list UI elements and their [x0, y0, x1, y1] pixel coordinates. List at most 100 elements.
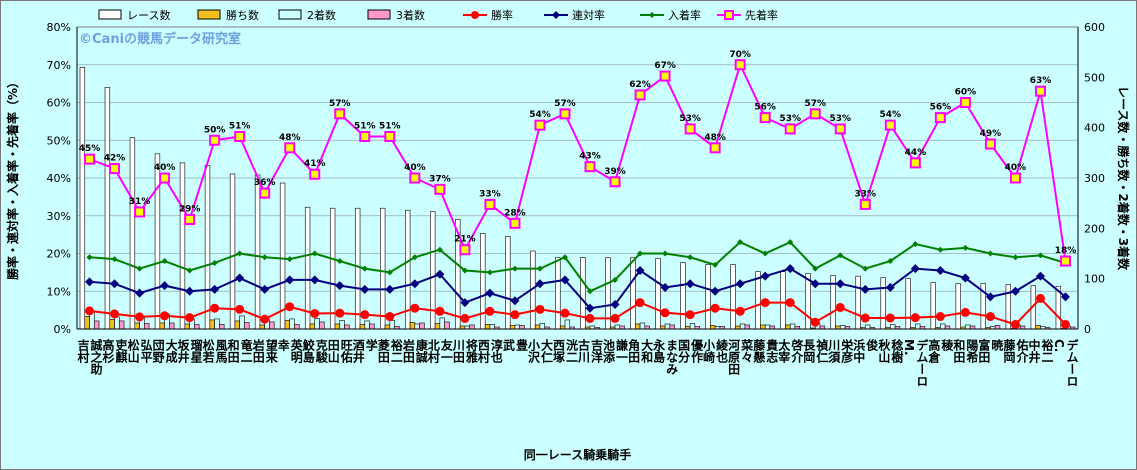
category-label: 菱田 裕二 [376, 338, 403, 364]
bar-3 [389, 320, 395, 330]
category-label-part: 綾也 [715, 338, 729, 364]
point-rentai [1035, 271, 1045, 281]
point-senchaku [134, 206, 146, 218]
bar-1 [229, 173, 236, 330]
point-win [260, 314, 270, 324]
point-rentai [710, 286, 720, 296]
bar-2 [384, 324, 391, 330]
legend-label: 勝率 [491, 8, 513, 22]
watermark-text: ©Caniの競馬データ研究室 [79, 31, 241, 47]
bar-3 [364, 320, 370, 330]
point-senchaku [634, 89, 646, 101]
bar-4 [344, 324, 350, 330]
point-nyuchaku [887, 258, 894, 265]
point-win [485, 306, 495, 316]
data-label: 29% [179, 205, 201, 215]
bar-1 [880, 277, 886, 330]
bar-3 [789, 323, 796, 330]
data-label: 37% [429, 174, 451, 184]
point-senchaku [659, 70, 671, 82]
line-series-4 [89, 61, 1067, 262]
bar-2 [184, 323, 190, 330]
point-win [685, 310, 695, 320]
point-rentai [85, 277, 95, 287]
point-nyuchaku [461, 267, 468, 274]
data-label: 49% [980, 129, 1002, 139]
right-tick-label: 300 [1084, 172, 1105, 185]
bar-3 [314, 318, 320, 330]
point-win [785, 298, 795, 308]
bar-4 [244, 322, 250, 330]
right-tick-label: 0 [1084, 323, 1091, 336]
bar-4 [118, 320, 125, 330]
category-label: 川田 将雅 [451, 338, 478, 364]
bar-2 [484, 324, 491, 330]
left-tick-label: 30% [47, 210, 71, 223]
bar-2 [159, 322, 165, 330]
point-senchaku [784, 123, 796, 135]
point-nyuchaku [712, 261, 719, 268]
data-label: 53% [679, 114, 701, 124]
bar-4 [194, 324, 200, 330]
category-label-part: 裕二 [389, 338, 403, 363]
data-label: 57% [329, 99, 351, 109]
category-label-part: 坂井 [176, 338, 190, 364]
category-label: 松山 弘平 [126, 338, 153, 364]
point-win [110, 309, 120, 319]
bar-3 [764, 324, 771, 330]
data-label: 60% [955, 88, 977, 98]
point-win [210, 303, 220, 313]
point-nyuchaku [261, 254, 268, 261]
bar-3 [965, 324, 971, 330]
category-label: 酒井学 [351, 338, 378, 364]
category-label-part: 旺佑 [339, 339, 353, 364]
category-label-part: 謙一 [615, 338, 629, 363]
point-win [360, 310, 370, 320]
point-senchaku [884, 119, 896, 131]
right-axis-title: レース数・勝ち数・2着数・3着数 [1116, 86, 1131, 271]
bar-1 [555, 257, 561, 330]
point-nyuchaku [787, 239, 794, 246]
point-nyuchaku [136, 265, 143, 272]
data-label: 28% [504, 208, 526, 218]
category-label-part: 角田 [627, 338, 641, 364]
point-win [660, 308, 670, 318]
category-label: 西村 淳也 [476, 338, 503, 364]
data-label: 48% [704, 133, 726, 143]
bar-3 [339, 320, 345, 330]
category-label-part: デムーロ [915, 338, 929, 387]
line-series-2 [89, 267, 1067, 310]
category-label-part: 菱田 [376, 338, 390, 364]
bar-2 [509, 325, 516, 330]
bar-2 [259, 324, 265, 330]
point-rentai [410, 279, 420, 289]
category-label-part: C. [1052, 339, 1066, 352]
point-senchaku [1059, 255, 1071, 267]
category-label: 西塚 洸二 [551, 338, 578, 364]
point-nyuchaku [386, 269, 393, 276]
category-label: 河原田 菜々 [727, 338, 754, 376]
point-rentai [510, 296, 520, 306]
category-label-part: 池添 [602, 338, 616, 364]
category-label: 幸英明 [276, 338, 303, 364]
bar-3 [664, 323, 671, 330]
category-label-part: 洸二 [564, 338, 578, 363]
bar-3 [439, 317, 445, 330]
category-label: 富田暁 [977, 338, 1004, 364]
category-label: 和田 陽希 [952, 338, 979, 364]
category-label-part: 岩田 [401, 338, 415, 364]
data-label: 31% [129, 197, 151, 207]
bar-4 [469, 324, 475, 330]
data-label: 51% [379, 121, 401, 131]
left-tick-label: 20% [47, 248, 71, 261]
point-rentai [810, 279, 820, 289]
category-label-part: 太宰 [777, 338, 791, 364]
point-win [535, 304, 545, 314]
point-senchaku [309, 168, 321, 180]
point-win [1010, 319, 1020, 329]
bar-2 [109, 319, 115, 330]
category-label: 長岡 禎仁 [802, 338, 829, 364]
left-tick-label: 80% [47, 21, 71, 34]
